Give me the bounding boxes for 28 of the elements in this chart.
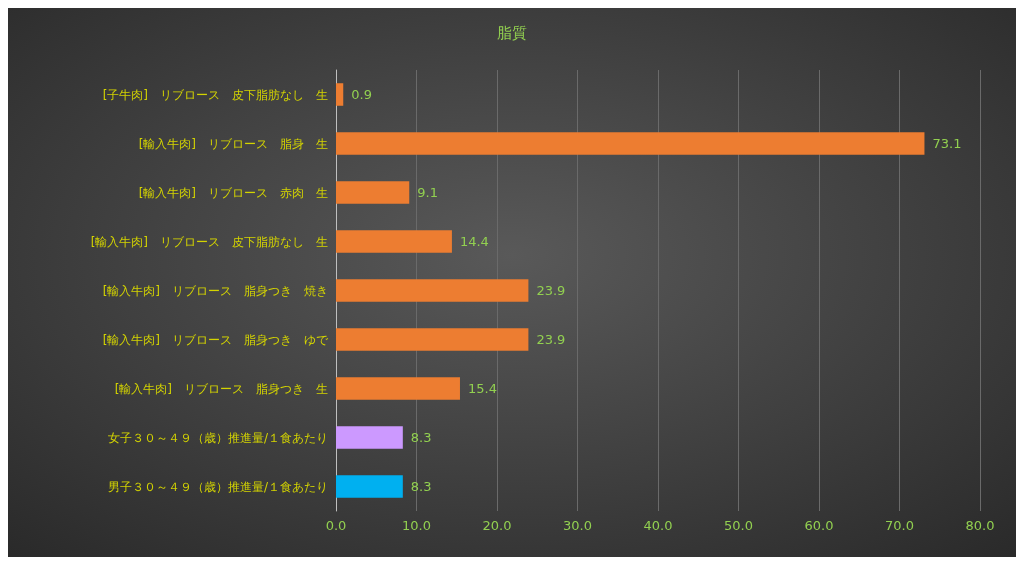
x-tick-label: 50.0 (724, 518, 753, 533)
y-tick-label: [輸入牛肉] リブロース 脂身つき ゆで (102, 332, 329, 347)
x-tick-label: 60.0 (804, 518, 834, 533)
data-label: 15.4 (467, 381, 497, 396)
y-tick-label: 女子３０～４９（歳）推進量/１食あたり (107, 430, 328, 445)
y-tick-label: [輸入牛肉] リブロース 脂身 生 (138, 136, 328, 151)
x-tick-label: 80.0 (965, 518, 995, 533)
y-tick-label: [輸入牛肉] リブロース 脂身つき 生 (114, 381, 328, 396)
x-tick-label: 0.0 (325, 518, 347, 533)
data-label: 23.9 (536, 332, 566, 347)
x-tick-label: 40.0 (643, 518, 673, 533)
data-label: 8.3 (410, 479, 432, 494)
y-tick-label: [輸入牛肉] リブロース 脂身つき 焼き (102, 283, 328, 298)
y-tick-label: [輸入牛肉] リブロース 赤肉 生 (138, 185, 328, 200)
data-label: 9.1 (417, 185, 438, 200)
chart-title: 脂質 (497, 23, 527, 42)
data-label: 23.9 (536, 283, 566, 298)
data-label: 73.1 (932, 136, 962, 151)
data-label: 14.4 (459, 234, 489, 249)
x-tick-label: 70.0 (885, 518, 914, 533)
x-tick-label: 30.0 (563, 518, 592, 533)
data-label: 0.9 (351, 87, 372, 102)
x-tick-label: 20.0 (482, 518, 512, 533)
data-label: 8.3 (410, 430, 432, 445)
y-tick-label: [子牛肉] リブロース 皮下脂肪なし 生 (102, 87, 328, 102)
x-tick-label: 10.0 (402, 518, 431, 533)
y-tick-label: [輸入牛肉] リブロース 皮下脂肪なし 生 (90, 234, 328, 249)
y-tick-label: 男子３０～４９（歳）推進量/１食あたり (107, 479, 328, 494)
